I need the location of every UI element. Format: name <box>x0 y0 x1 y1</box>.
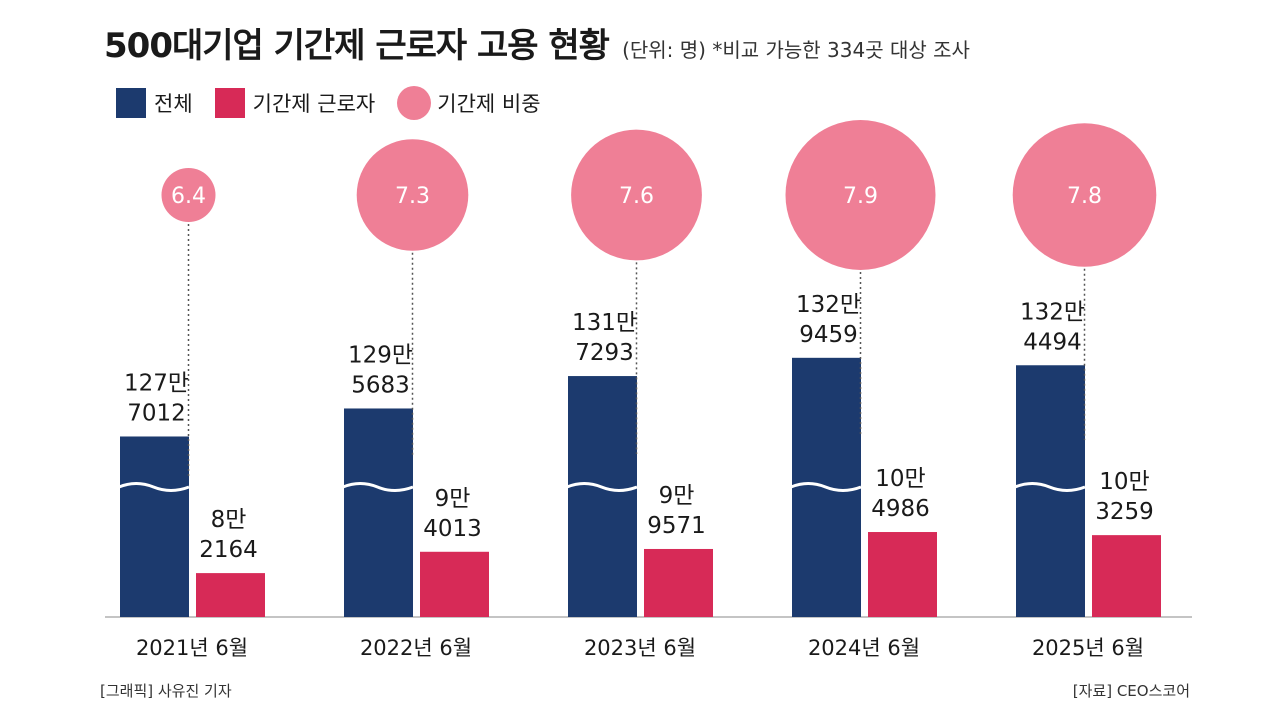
temp-value-label-line1: 10만 <box>875 466 925 492</box>
temp-value-label-line2: 2164 <box>199 537 258 563</box>
temp-value-label-line1: 9만 <box>435 486 471 512</box>
total-value-label-line2: 7012 <box>127 400 186 426</box>
total-value-label-line1: 131만 <box>572 310 637 336</box>
ratio-value-label: 7.3 <box>395 184 430 209</box>
axis-break-wave <box>118 482 190 492</box>
temp-value-label-line2: 3259 <box>1095 499 1154 525</box>
total-value-label-line2: 4494 <box>1023 329 1082 355</box>
x-tick-label: 2024년 6월 <box>808 636 920 660</box>
ratio-bubble <box>356 139 469 251</box>
temp-bar <box>1092 535 1161 617</box>
axis-break-wave <box>1014 482 1086 492</box>
total-value-label-line1: 132만 <box>796 292 861 318</box>
axis-break-wave <box>342 482 414 492</box>
ratio-bubble <box>161 168 216 222</box>
axis-break-wave <box>790 482 862 492</box>
total-value-label-line2: 7293 <box>575 340 634 366</box>
legend-label-temp: 기간제 근로자 <box>252 92 376 116</box>
ratio-value-label: 7.9 <box>843 184 878 209</box>
footer-source: [자료] CEO스코어 <box>1072 682 1190 700</box>
total-value-label-line2: 5683 <box>351 372 410 398</box>
temp-value-label-line2: 9571 <box>647 513 706 539</box>
ratio-value-label: 7.8 <box>1067 184 1102 209</box>
x-tick-label: 2023년 6월 <box>584 636 696 660</box>
temp-value-label-line1: 9만 <box>659 483 695 509</box>
legend-item-total: 전체 <box>116 88 193 118</box>
legend-item-temp: 기간제 근로자 <box>214 88 376 118</box>
title-row: 500대기업 기간제 근로자 고용 현황 (단위: 명) *비교 가능한 334… <box>104 18 970 67</box>
total-bar <box>344 408 413 617</box>
temp-bar <box>644 548 713 617</box>
x-tick-label: 2021년 6월 <box>136 636 248 660</box>
temp-bar <box>420 551 489 617</box>
legend-label-total: 전체 <box>154 92 193 116</box>
temp-value-label-line1: 10만 <box>1099 469 1149 495</box>
legend: 전체 기간제 근로자 기간제 비중 <box>116 86 563 120</box>
legend-item-ratio: 기간제 비중 <box>397 86 541 120</box>
total-value-label-line1: 129만 <box>348 342 413 368</box>
total-value-label-line1: 132만 <box>1020 299 1085 325</box>
temp-bar <box>196 573 265 617</box>
ratio-value-label: 6.4 <box>171 184 206 209</box>
temp-value-label-line2: 4013 <box>423 516 482 542</box>
total-bar <box>568 376 637 617</box>
total-bar <box>120 436 189 617</box>
total-value-label-line2: 9459 <box>799 322 858 348</box>
temp-bar <box>868 532 937 617</box>
ratio-bubble <box>785 120 936 270</box>
legend-swatch-temp <box>214 88 245 118</box>
total-value-label-line1: 127만 <box>124 370 189 396</box>
ratio-bubble <box>571 129 702 261</box>
legend-label-ratio: 기간제 비중 <box>437 92 541 116</box>
x-tick-label: 2022년 6월 <box>360 636 472 660</box>
footer-credit: [그래픽] 사유진 기자 <box>100 682 232 700</box>
legend-swatch-total <box>116 88 146 118</box>
x-tick-label: 2025년 6월 <box>1032 636 1144 660</box>
chart-title: 500대기업 기간제 근로자 고용 현황 <box>104 26 610 66</box>
ratio-value-label: 7.6 <box>619 184 654 209</box>
chart-subtitle: (단위: 명) *비교 가능한 334곳 대상 조사 <box>622 38 970 62</box>
legend-swatch-ratio <box>397 86 432 120</box>
temp-value-label-line2: 4986 <box>871 496 930 522</box>
axis-break-wave <box>566 482 638 492</box>
ratio-bubble <box>1012 123 1157 267</box>
temp-value-label-line1: 8만 <box>211 507 247 533</box>
